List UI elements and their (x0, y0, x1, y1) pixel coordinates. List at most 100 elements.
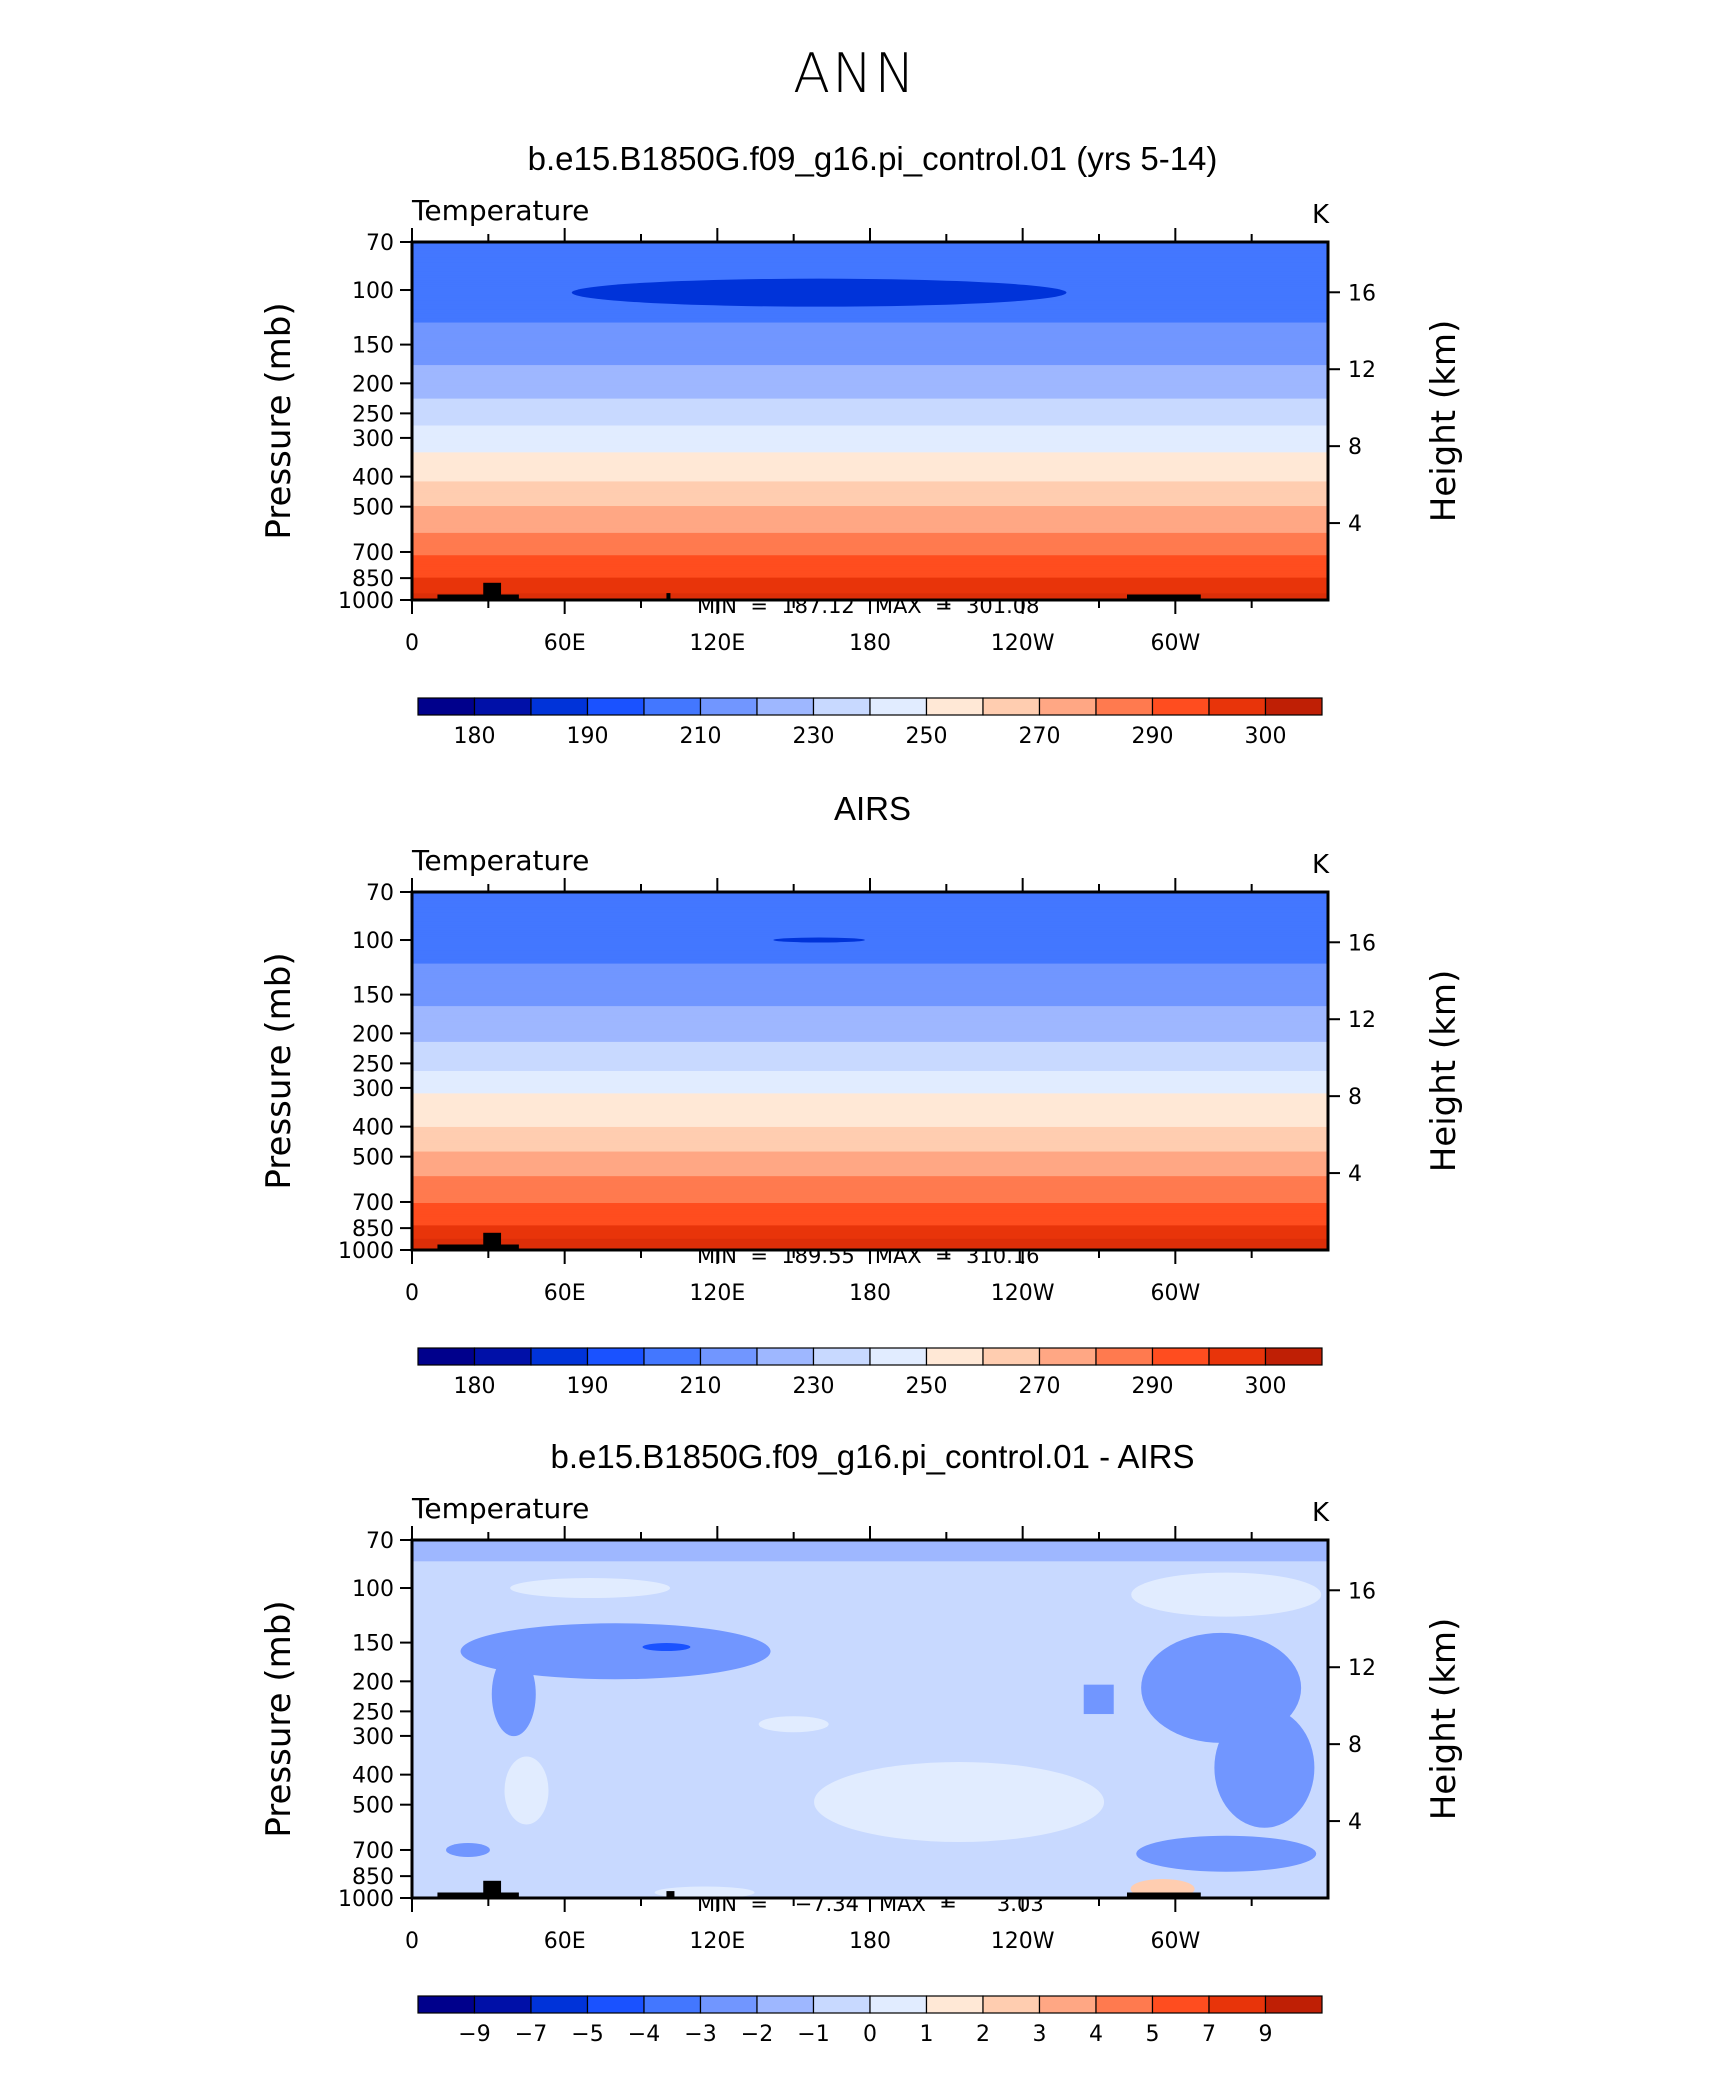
temperature-band (412, 938, 1328, 942)
longitude-tick-label: 120E (689, 1281, 745, 1306)
temperature-band (412, 1180, 1328, 1184)
temperature-band (412, 365, 1328, 368)
pressure-tick-label: 500 (352, 1794, 394, 1819)
temperature-band (412, 465, 1328, 469)
colorbar-swatch (1264, 697, 1323, 716)
temperature-band (412, 963, 1328, 967)
temperature-band (412, 1120, 1328, 1124)
colorbar-swatch (643, 1995, 702, 2014)
temperature-band (412, 981, 1328, 985)
colorbar-swatch (1038, 1347, 1097, 1366)
colorbar-swatch (1038, 697, 1097, 716)
temperature-band (412, 900, 1328, 904)
height-tick-label: 16 (1348, 931, 1376, 956)
colorbar-swatch (473, 1347, 532, 1366)
colorbar-label: 190 (567, 1374, 609, 1399)
temperature-band (412, 394, 1328, 397)
pressure-tick-label: 250 (352, 1052, 394, 1077)
temperature-band (412, 1068, 1328, 1072)
panel-title: b.e15.B1850G.f09_g16.pi_control.01 (yrs … (527, 140, 1218, 177)
temperature-band (412, 499, 1328, 503)
temperature-band (412, 573, 1328, 576)
temperature-band (412, 1115, 1328, 1119)
temperature-band (412, 914, 1328, 918)
colorbar-label: −4 (628, 2022, 660, 2047)
temperature-band (412, 246, 1328, 250)
difference-region (412, 1540, 1328, 1562)
difference-region (1136, 1835, 1317, 1872)
temperature-band (412, 550, 1328, 554)
temperature-band (412, 1088, 1328, 1092)
longitude-tick-label: 120W (991, 1929, 1055, 1954)
topography-block (666, 1891, 675, 1898)
colorbar-swatch (1208, 1347, 1267, 1366)
pressure-tick-label: 850 (352, 1865, 394, 1890)
height-tick-label: 16 (1348, 1579, 1376, 1604)
pressure-tick-label: 150 (352, 984, 394, 1009)
height-axis-label: Height (km) (1424, 1618, 1464, 1821)
colorbar-swatch (643, 1347, 702, 1366)
pressure-tick-label: 1000 (338, 1239, 394, 1264)
colorbar-swatch (643, 697, 702, 716)
height-tick-label: 8 (1348, 435, 1362, 460)
temperature-band (412, 1124, 1328, 1128)
temperature-band (412, 956, 1328, 960)
longitude-tick-label: 120E (689, 631, 745, 656)
temperature-band (412, 508, 1328, 512)
temperature-band (412, 1104, 1328, 1108)
temperature-band (412, 255, 1328, 259)
temperature-band (412, 503, 1328, 507)
temperature-band (412, 1209, 1328, 1213)
temperature-band (412, 412, 1328, 415)
temperature-band (412, 490, 1328, 494)
longitude-tick-label: 120W (991, 1281, 1055, 1306)
temperature-band (412, 488, 1328, 491)
temperature-band (412, 344, 1328, 348)
temperature-band (412, 983, 1328, 987)
temperature-band (412, 1030, 1328, 1034)
temperature-band (412, 932, 1328, 936)
temperature-band (412, 1032, 1328, 1036)
temperature-band (412, 530, 1328, 534)
pressure-tick-label: 100 (352, 929, 394, 954)
temperature-band (412, 1006, 1328, 1009)
temperature-band (412, 1227, 1328, 1231)
temperature-band (412, 568, 1328, 572)
temperature-band (412, 898, 1328, 902)
temperature-band (412, 396, 1328, 400)
temperature-band (412, 271, 1328, 274)
temperature-band (412, 1198, 1328, 1202)
temperature-band (412, 1185, 1328, 1188)
colorbar-swatch (812, 1995, 871, 2014)
temperature-band (412, 398, 1328, 402)
topography-block (483, 1880, 502, 1898)
temperature-band (412, 921, 1328, 924)
temperature-band (412, 1133, 1328, 1137)
temperature-band (412, 925, 1328, 929)
panel-model: b.e15.B1850G.f09_g16.pi_control.01 (yrs … (0, 140, 1710, 780)
temperature-band (412, 1203, 1328, 1206)
colorbar-swatch (1151, 1347, 1210, 1366)
temperature-band (412, 1113, 1328, 1117)
temperature-band (412, 450, 1328, 453)
temperature-band (412, 1028, 1328, 1032)
page-title: ANN (793, 42, 917, 105)
temperature-band (412, 523, 1328, 527)
colorbar-label: 230 (793, 724, 835, 749)
difference-region (814, 1761, 1105, 1842)
temperature-band (412, 945, 1328, 949)
temperature-band (412, 1162, 1328, 1166)
colorbar-swatch (530, 1347, 589, 1366)
temperature-band (412, 564, 1328, 568)
temperature-band (412, 1229, 1328, 1233)
colorbar-swatch (1151, 1995, 1210, 2014)
temperature-band (412, 1200, 1328, 1204)
colorbar-swatch (1095, 1347, 1154, 1366)
temperature-band (412, 961, 1328, 965)
colorbar-label: 290 (1132, 1374, 1174, 1399)
colorbar-label: 0 (863, 2022, 877, 2047)
temperature-band (412, 517, 1328, 521)
temperature-band (412, 1234, 1328, 1238)
height-tick-label: 12 (1348, 1008, 1376, 1033)
temperature-band (412, 306, 1328, 310)
